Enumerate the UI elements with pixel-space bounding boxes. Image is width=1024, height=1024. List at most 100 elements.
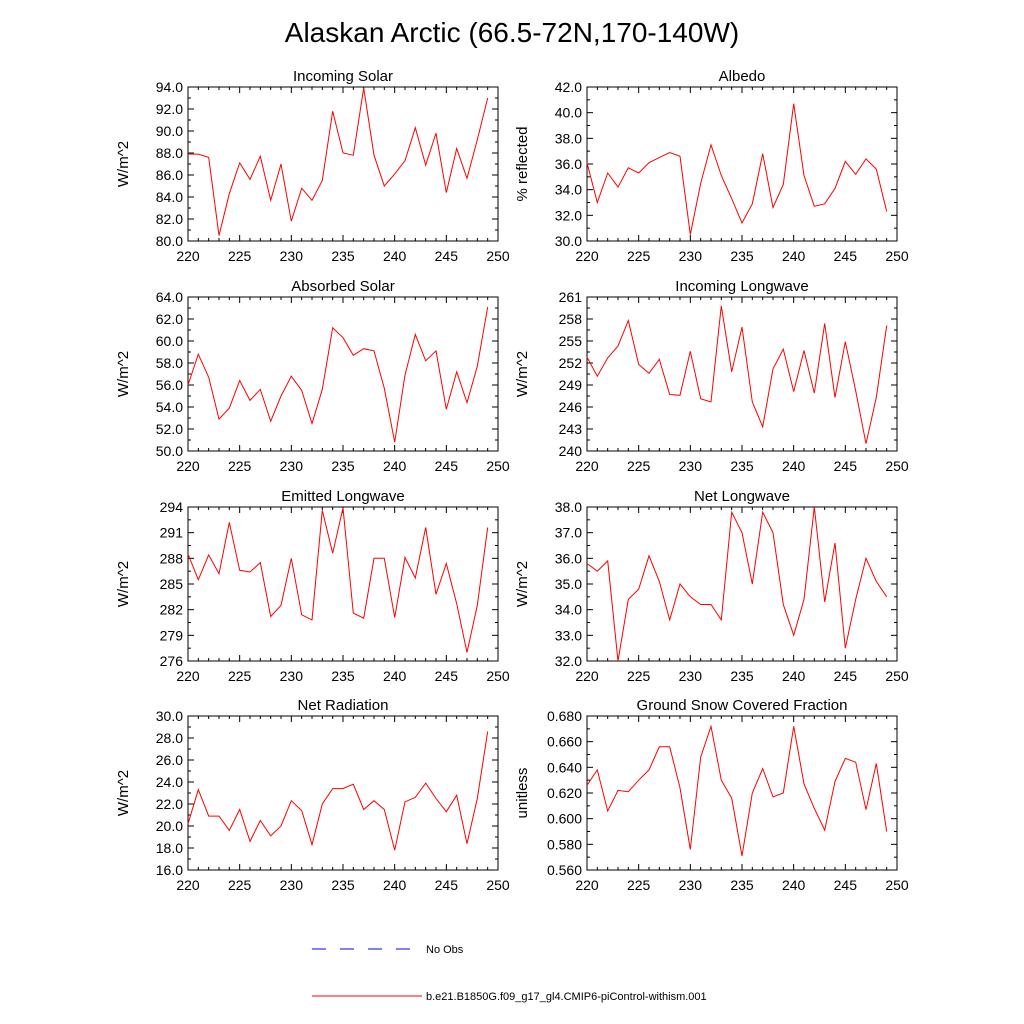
series-line: [586, 724, 888, 856]
y-tick-label: 30.0: [156, 708, 183, 724]
y-tick-label: 94.0: [156, 79, 183, 95]
y-axis-label: W/m^2: [115, 561, 132, 607]
y-tick-label: 38.0: [555, 499, 582, 515]
y-tick-label: 0.680: [547, 708, 582, 724]
y-tick-label: 16.0: [156, 862, 183, 878]
panels: Incoming Solar W/m^2 220 225 230 235 240 245 250…: [115, 68, 909, 893]
x-tick-label: 230: [679, 248, 703, 264]
y-tick-label: 0.580: [547, 836, 582, 852]
x-tick-label: 240: [782, 458, 806, 474]
panel-title: Ground Snow Covered Fraction: [637, 697, 848, 714]
series-line: [187, 306, 489, 443]
y-tick-label: 84.0: [156, 189, 183, 205]
x-tick-label: 245: [435, 458, 459, 474]
y-tick-label: 22.0: [156, 796, 183, 812]
x-tick-label: 235: [331, 458, 355, 474]
x-tick-label: 230: [280, 877, 304, 893]
y-tick-label: 33.0: [555, 627, 582, 643]
y-tick-label: 58.0: [156, 355, 183, 371]
legend: No Obs b.e21.B1850G.f09_g17_gl4.CMIP6-pi…: [312, 944, 707, 1003]
x-tick-label: 240: [782, 248, 806, 264]
y-tick-label: 60.0: [156, 333, 183, 349]
panel-title: Net Longwave: [694, 488, 790, 505]
y-axis-label: % reflected: [514, 126, 531, 201]
x-tick-label: 225: [627, 248, 651, 264]
panel-title: Net Radiation: [298, 697, 389, 714]
y-tick-label: 36.0: [555, 156, 582, 172]
plot-frame: [187, 715, 499, 871]
y-tick-label: 30.0: [555, 233, 582, 249]
y-tick-label: 92.0: [156, 101, 183, 117]
y-tick-label: 88.0: [156, 145, 183, 161]
panel-ground-snow-covered-fraction: Ground Snow Covered Fraction unitless 220 2…: [514, 697, 909, 893]
y-tick-label: 291: [160, 525, 184, 541]
plot-frame: [187, 296, 499, 452]
x-tick-label: 220: [575, 668, 599, 684]
x-tick-label: 225: [627, 668, 651, 684]
series-line: [187, 731, 489, 851]
x-tick-label: 230: [280, 458, 304, 474]
series-line: [188, 88, 489, 236]
y-tick-label: 279: [160, 627, 184, 643]
x-tick-label: 245: [834, 248, 858, 264]
panel-net-longwave: Net Longwave W/m^2 220 225 230 235 240 245 250 32…: [514, 488, 909, 684]
x-tick-label: 225: [228, 248, 252, 264]
y-tick-label: 40.0: [555, 105, 582, 121]
y-tick-label: 37.0: [555, 525, 582, 541]
x-tick-label: 230: [280, 248, 304, 264]
panel-albedo: Albedo % reflected 220 225 230 235 240 245 250 30…: [514, 68, 909, 264]
panel-incoming-solar: Incoming Solar W/m^2 220 225 230 235 240 245 250…: [115, 68, 510, 264]
y-tick-label: 18.0: [156, 840, 183, 856]
x-tick-label: 220: [176, 248, 200, 264]
y-tick-label: 64.0: [156, 289, 183, 305]
plot-frame: [586, 715, 898, 871]
series-line: [187, 507, 489, 653]
x-tick-label: 230: [280, 668, 304, 684]
x-tick-label: 225: [627, 877, 651, 893]
x-tick-label: 225: [228, 668, 252, 684]
x-tick-label: 250: [885, 877, 909, 893]
x-tick-label: 235: [730, 248, 754, 264]
panel-incoming-longwave: Incoming Longwave W/m^2 220 225 230 235 240 245…: [514, 278, 909, 474]
y-tick-label: 54.0: [156, 399, 183, 415]
y-tick-label: 32.0: [555, 653, 582, 669]
y-tick-label: 34.0: [555, 602, 582, 618]
plot-frame: [586, 296, 898, 452]
panel-title: Incoming Longwave: [675, 278, 808, 295]
y-tick-label: 0.620: [547, 785, 582, 801]
x-tick-label: 245: [834, 877, 858, 893]
x-tick-label: 245: [435, 877, 459, 893]
y-tick-label: 32.0: [555, 207, 582, 223]
x-tick-label: 235: [331, 877, 355, 893]
y-tick-label: 276: [160, 653, 184, 669]
y-tick-label: 42.0: [555, 79, 582, 95]
y-tick-label: 252: [559, 355, 583, 371]
y-tick-label: 288: [160, 550, 184, 566]
y-axis-label: W/m^2: [115, 141, 132, 187]
y-tick-label: 249: [559, 377, 583, 393]
y-tick-label: 80.0: [156, 233, 183, 249]
x-tick-label: 240: [383, 877, 407, 893]
panel-title: Incoming Solar: [293, 68, 393, 85]
legend-no-obs-label: No Obs: [426, 944, 464, 956]
x-tick-label: 220: [575, 877, 599, 893]
legend-model-label: b.e21.B1850G.f09_g17_gl4.CMIP6-piControl…: [426, 991, 707, 1003]
y-tick-label: 86.0: [156, 167, 183, 183]
series-line: [586, 506, 888, 662]
y-tick-label: 246: [559, 399, 583, 415]
x-tick-label: 220: [575, 248, 599, 264]
x-tick-label: 240: [782, 877, 806, 893]
x-tick-label: 250: [486, 877, 510, 893]
y-axis-label: W/m^2: [115, 770, 132, 816]
y-tick-label: 258: [559, 311, 583, 327]
x-tick-label: 230: [679, 877, 703, 893]
y-tick-label: 90.0: [156, 123, 183, 139]
y-tick-label: 28.0: [156, 730, 183, 746]
x-tick-label: 240: [383, 248, 407, 264]
y-tick-label: 0.600: [547, 811, 582, 827]
x-tick-label: 240: [383, 668, 407, 684]
y-tick-label: 24.0: [156, 774, 183, 790]
y-tick-label: 34.0: [555, 182, 582, 198]
panel-title: Emitted Longwave: [281, 488, 404, 505]
panel-title: Albedo: [719, 68, 766, 85]
